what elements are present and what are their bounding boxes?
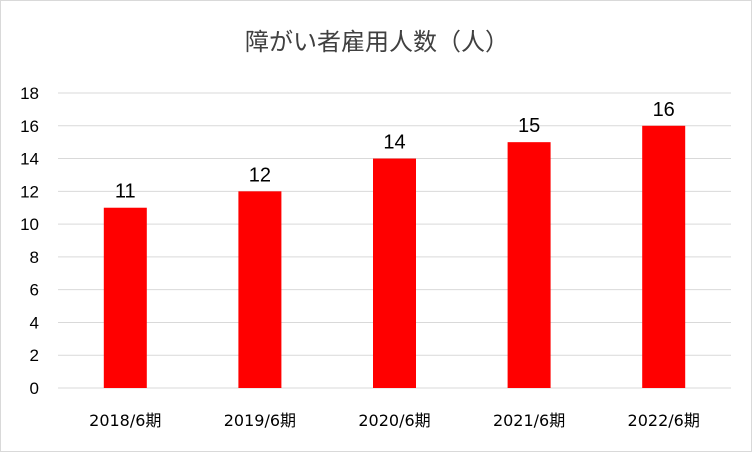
y-tick-label: 6 (30, 281, 39, 300)
bar (103, 207, 147, 388)
x-axis-ticks: 2018/6期 2019/6期 2020/6期 2021/6期 2022/6期 (89, 411, 700, 430)
data-label: 14 (383, 132, 405, 154)
bar (507, 142, 551, 388)
x-tick-label: 2019/6期 (224, 411, 296, 430)
data-label: 12 (249, 164, 271, 186)
chart-title: 障がい者雇用人数（人） (245, 28, 509, 56)
data-label: 11 (115, 181, 136, 203)
y-tick-label: 10 (20, 215, 39, 234)
bar (373, 158, 416, 388)
x-tick-label: 2020/6期 (358, 411, 430, 430)
y-tick-label: 0 (30, 379, 39, 398)
x-tick-label: 2021/6期 (493, 411, 565, 430)
bar (238, 191, 282, 388)
y-axis-ticks: 0 2 4 6 8 10 12 14 16 18 (20, 84, 39, 398)
bars (103, 125, 686, 389)
y-tick-label: 4 (30, 313, 39, 332)
y-tick-label: 16 (20, 117, 39, 136)
x-tick-label: 2022/6期 (628, 411, 700, 430)
y-tick-label: 18 (20, 84, 39, 103)
y-tick-label: 14 (20, 150, 39, 169)
data-label: 16 (653, 99, 675, 121)
data-labels: 11 12 14 15 16 (115, 99, 675, 203)
y-tick-label: 2 (30, 346, 39, 365)
bar (642, 125, 686, 389)
y-tick-label: 8 (30, 248, 39, 267)
data-label: 15 (518, 115, 540, 137)
x-tick-label: 2018/6期 (89, 411, 161, 430)
y-tick-label: 12 (20, 182, 39, 201)
